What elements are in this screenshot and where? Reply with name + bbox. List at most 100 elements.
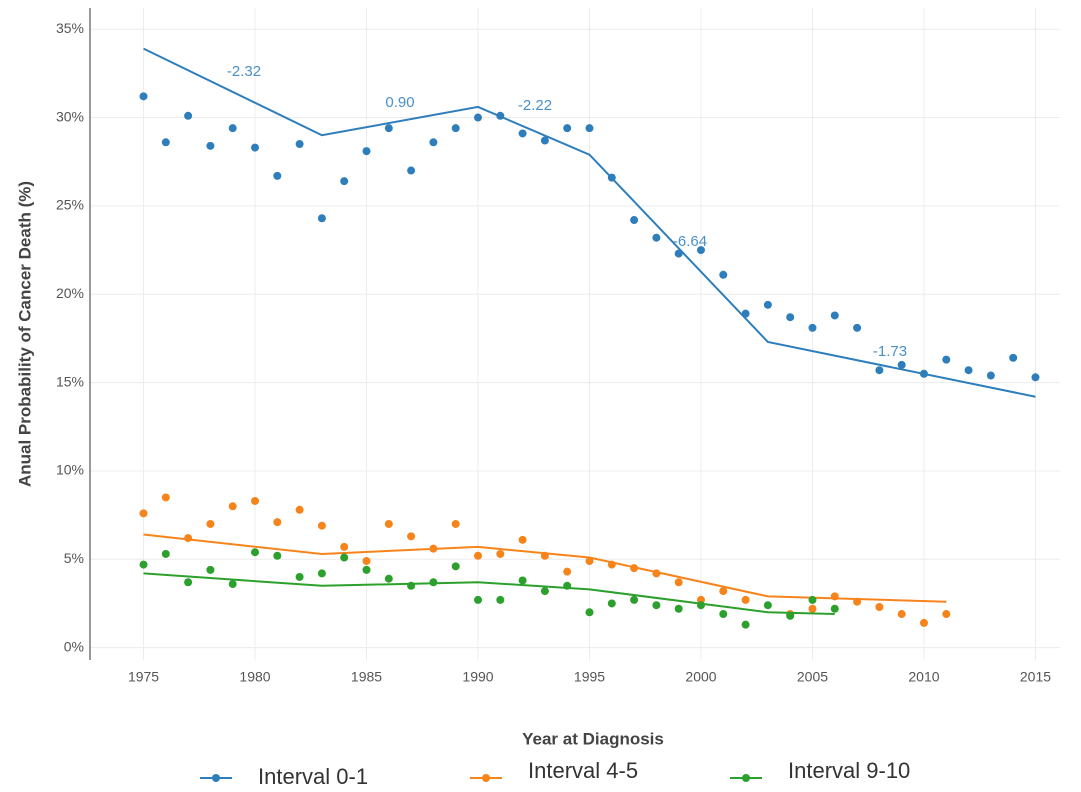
- annotation: -2.32: [227, 63, 261, 80]
- data-point: [362, 147, 371, 156]
- y-tick-label: 35%: [56, 20, 84, 36]
- data-point: [451, 562, 460, 571]
- legend-swatch: [482, 774, 490, 782]
- x-tick-label: 2010: [908, 669, 939, 685]
- data-point: [161, 138, 170, 147]
- data-point: [451, 519, 460, 528]
- data-point: [317, 569, 326, 578]
- data-point: [1009, 353, 1018, 362]
- data-point: [362, 565, 371, 574]
- x-tick-label: 2005: [797, 669, 828, 685]
- data-point: [251, 548, 260, 557]
- y-tick-label: 5%: [64, 550, 84, 566]
- x-tick-label: 1995: [574, 669, 605, 685]
- data-point: [630, 595, 639, 604]
- data-point: [518, 535, 527, 544]
- data-point: [875, 602, 884, 611]
- data-point: [897, 360, 906, 369]
- annotation: -2.22: [518, 97, 552, 114]
- data-point: [273, 171, 282, 180]
- data-point: [719, 610, 728, 619]
- data-point: [384, 519, 393, 528]
- data-point: [474, 551, 482, 560]
- y-tick-label: 10%: [56, 462, 84, 478]
- data-point: [808, 604, 817, 613]
- data-point: [853, 323, 862, 332]
- x-tick-label: 1980: [239, 669, 270, 685]
- data-point: [206, 519, 215, 528]
- data-point: [630, 216, 639, 225]
- data-point: [741, 309, 750, 318]
- data-point: [786, 611, 795, 620]
- y-tick-label: 30%: [56, 108, 84, 124]
- data-point: [563, 124, 572, 133]
- data-point: [607, 599, 616, 608]
- data-point: [830, 311, 839, 320]
- x-tick-label: 1985: [351, 669, 382, 685]
- data-point: [652, 233, 661, 242]
- data-point: [763, 300, 772, 309]
- y-tick-label: 20%: [56, 285, 84, 301]
- data-point: [295, 140, 304, 149]
- fit-line: [143, 47, 1036, 398]
- data-point: [362, 557, 371, 566]
- data-point: [696, 246, 705, 255]
- data-point: [585, 124, 594, 133]
- data-point: [139, 509, 148, 518]
- x-tick-label: 2015: [1020, 669, 1051, 685]
- data-point: [741, 595, 750, 604]
- data-point: [741, 620, 750, 629]
- data-point: [429, 544, 438, 553]
- data-point: [540, 551, 549, 560]
- data-point: [206, 141, 215, 150]
- fit-line: [143, 533, 947, 603]
- data-point: [607, 173, 616, 182]
- data-point: [496, 111, 505, 120]
- data-point: [563, 581, 572, 590]
- data-point: [830, 604, 839, 613]
- y-tick-label: 25%: [56, 197, 84, 213]
- data-point: [407, 532, 416, 541]
- legend-label: Interval 0-1: [258, 764, 368, 789]
- legend-swatch: [212, 774, 220, 782]
- data-point: [808, 595, 817, 604]
- data-point: [719, 587, 728, 596]
- data-point: [652, 569, 661, 578]
- data-point: [474, 595, 482, 604]
- data-point: [474, 113, 482, 122]
- data-point: [429, 138, 438, 147]
- data-point: [340, 542, 349, 551]
- data-point: [630, 564, 639, 573]
- data-point: [251, 143, 260, 152]
- annotation: -6.64: [673, 233, 707, 250]
- data-point: [853, 597, 862, 606]
- data-point: [518, 576, 527, 585]
- data-point: [228, 124, 237, 133]
- data-point: [184, 578, 193, 587]
- data-point: [295, 572, 304, 581]
- data-point: [384, 124, 393, 133]
- data-point: [273, 551, 282, 560]
- data-point: [340, 177, 349, 186]
- data-point: [585, 608, 594, 617]
- data-point: [139, 92, 148, 101]
- x-tick-label: 2000: [685, 669, 716, 685]
- data-point: [273, 518, 282, 527]
- x-axis-title: Year at Diagnosis: [522, 729, 664, 748]
- legend-label: Interval 9-10: [788, 758, 910, 783]
- y-tick-label: 0%: [64, 638, 84, 654]
- data-point: [228, 502, 237, 511]
- data-point: [719, 270, 728, 279]
- data-point: [986, 371, 995, 380]
- data-point: [496, 549, 505, 558]
- data-point: [919, 369, 928, 378]
- data-point: [674, 578, 683, 587]
- data-point: [1031, 373, 1040, 382]
- data-point: [964, 366, 973, 375]
- data-point: [184, 534, 193, 543]
- annotation: -1.73: [873, 343, 907, 360]
- x-tick-label: 1975: [128, 669, 159, 685]
- data-point: [897, 610, 906, 619]
- data-point: [496, 595, 505, 604]
